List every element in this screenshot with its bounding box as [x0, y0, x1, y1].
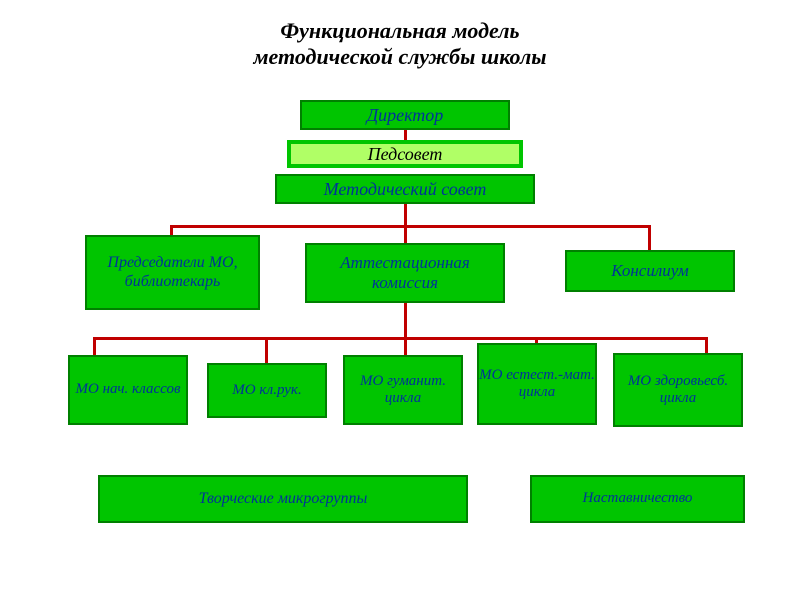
connector-10 [404, 337, 407, 355]
node-mo2: МО кл.рук. [207, 363, 327, 418]
connector-0 [404, 130, 407, 140]
node-attest: Аттестационная комиссия [305, 243, 505, 303]
node-nastav: Наставничество [530, 475, 745, 523]
connector-5 [648, 225, 651, 250]
node-director: Директор [300, 100, 510, 130]
node-mo3: МО гуманит. цикла [343, 355, 463, 425]
node-predsedateli: Председатели МО, библиотекарь [85, 235, 260, 310]
node-mo5: МО здоровьесб. цикла [613, 353, 743, 427]
connector-12 [705, 337, 708, 354]
node-microgroups: Творческие микрогруппы [98, 475, 468, 523]
node-pedsovet: Педсовет [287, 140, 523, 168]
node-konsilium: Консилиум [565, 250, 735, 292]
connector-8 [93, 337, 96, 357]
node-metodsovet: Методический совет [275, 174, 535, 204]
node-mo1: МО нач. классов [68, 355, 188, 425]
connector-9 [265, 337, 268, 363]
connector-4 [404, 225, 407, 243]
title-line2: методической службы школы [0, 44, 800, 70]
diagram-title: Функциональная модель методической служб… [0, 0, 800, 71]
connector-1 [404, 204, 407, 225]
connector-2 [170, 225, 648, 228]
title-line1: Функциональная модель [0, 18, 800, 44]
connector-7 [93, 337, 707, 340]
node-mo4: МО естест.-мат. цикла [477, 343, 597, 425]
connector-6 [404, 303, 407, 337]
